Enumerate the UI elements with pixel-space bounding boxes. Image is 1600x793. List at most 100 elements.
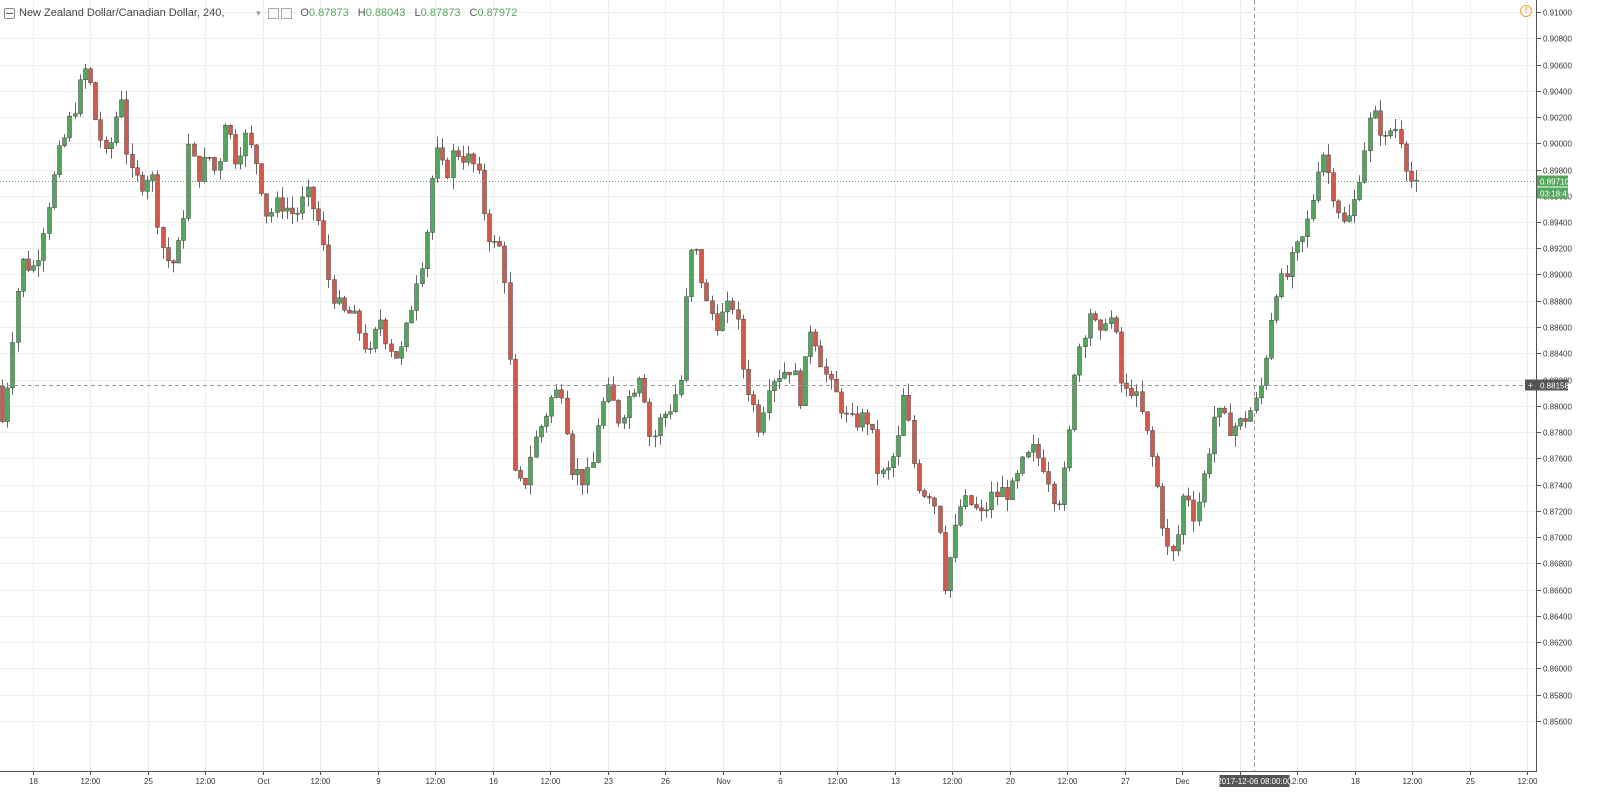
candle-body-down [518, 470, 523, 479]
candle-body-up [881, 469, 886, 474]
x-tick-label: 12:00 [80, 777, 101, 786]
candle-body-up [1217, 407, 1222, 418]
candle-body-down [104, 140, 109, 149]
candle-body-down [1140, 391, 1145, 412]
symbol-title[interactable]: New Zealand Dollar/Canadian Dollar, 240, [19, 7, 225, 19]
candle-body-up [963, 495, 968, 507]
candle-body-up [684, 296, 689, 381]
candle-body-up [1357, 182, 1362, 200]
x-tick-label: 18 [29, 777, 38, 786]
candle-body-up [767, 390, 772, 413]
candle-body-down [461, 156, 466, 163]
candle-body-down [1336, 200, 1341, 214]
candle-body-down [311, 186, 316, 210]
chevron-down-icon[interactable]: ▼ [254, 8, 263, 18]
candle-body-down [332, 279, 337, 304]
candle-body-up [1290, 252, 1295, 278]
price-axis-pane[interactable] [1537, 0, 1600, 788]
candle-body-up [627, 396, 632, 418]
candle-body-down [570, 433, 575, 475]
x-tick-label: 12:00 [425, 777, 446, 786]
crosshair-time-text: 2017-12-06 08:00:00 [1217, 777, 1292, 786]
y-tick-label: 0.89800 [1543, 167, 1572, 176]
candle-body-up [430, 178, 435, 233]
candle-body-down [813, 331, 818, 347]
candle-body-down [746, 368, 751, 395]
candle-body-up [10, 342, 15, 389]
candle-body-down [259, 163, 264, 194]
candle-body-down [98, 119, 103, 141]
candle-body-down [264, 193, 269, 217]
candle-body-down [855, 413, 860, 428]
candle-body-down [26, 258, 31, 271]
candle-body-down [647, 401, 652, 437]
candle-body-down [383, 319, 388, 345]
candle-body-down [710, 300, 715, 314]
candle-body-down [932, 497, 937, 507]
candle-body-down [1409, 170, 1414, 182]
candle-body-up [275, 197, 280, 213]
x-tick-label: Nov [716, 777, 730, 786]
candle-body-up [73, 113, 78, 117]
open-label: O [300, 7, 309, 19]
x-tick-label: 12:00 [540, 777, 561, 786]
alert-clock-icon[interactable]: ! [1520, 5, 1532, 17]
candle-body-down [471, 153, 476, 165]
candle-body-up [41, 233, 46, 261]
crosshair-plus-button[interactable] [1525, 379, 1536, 391]
candle-body-down [290, 207, 295, 214]
candle-body-up [1393, 129, 1398, 132]
crosshair-price-text: 0.88158 [1540, 382, 1569, 391]
candle-body-up [1067, 429, 1072, 469]
candle-body-up [1109, 317, 1114, 324]
candle-body-down [130, 153, 135, 168]
candle-body-down [1046, 471, 1051, 485]
candle-body-up [793, 370, 798, 376]
last-price-tag [1537, 175, 1568, 187]
candle-body-up [202, 157, 207, 182]
candle-body-down [559, 389, 564, 399]
candle-body-down [207, 157, 212, 159]
candle-body-up [109, 142, 114, 149]
candle-body-up [306, 186, 311, 198]
crosshair-plus-icon[interactable]: + [1528, 381, 1533, 391]
settings-icon[interactable] [268, 7, 280, 19]
high-value: 0.88043 [365, 7, 406, 19]
candle-body-down [741, 318, 746, 370]
candle-body-up [295, 212, 300, 215]
candle-body-up [223, 124, 228, 162]
collapse-toggle-icon[interactable] [4, 7, 15, 19]
candle-body-up [668, 411, 673, 415]
candle-body-up [409, 310, 414, 324]
time-axis[interactable]: 18 12:00 25 12:00 Oct 12:00 9 12:00 16 12:00 23 26 N… [0, 771, 1538, 787]
candle-body-down [326, 244, 331, 280]
candle-body-up [114, 116, 119, 143]
x-tick-label: 23 [604, 777, 613, 786]
candle-body-down [0, 385, 5, 422]
y-tick-label: 0.90200 [1543, 114, 1572, 123]
candle-body-up [62, 137, 67, 146]
candle-body-down [316, 208, 321, 221]
candle-body-up [1352, 199, 1357, 217]
candle-body-down [1228, 412, 1233, 436]
candle-body-up [1254, 397, 1259, 411]
x-tick-label: Dec [1175, 777, 1189, 786]
candle-body-down [513, 359, 518, 471]
candle-body-up [1031, 444, 1036, 453]
candle-body-down [233, 134, 238, 165]
x-tick-label: 12:00 [1402, 777, 1423, 786]
candle-body-down [850, 413, 855, 415]
candle-body-down [1145, 411, 1150, 431]
candle-body-down [254, 144, 259, 164]
hide-icon[interactable] [281, 7, 293, 19]
open-value: 0.87873 [308, 7, 349, 19]
candle-body-down [1114, 317, 1119, 333]
candle-body-up [632, 392, 637, 397]
candle-body-down [135, 167, 140, 176]
candle-body-up [591, 462, 596, 468]
candle-body-down [161, 227, 166, 248]
price-axis[interactable]: 0.91000 0.90800 0.90600 0.90400 0.90200 0.900… [1525, 0, 1600, 788]
candle-body-up [761, 412, 766, 433]
